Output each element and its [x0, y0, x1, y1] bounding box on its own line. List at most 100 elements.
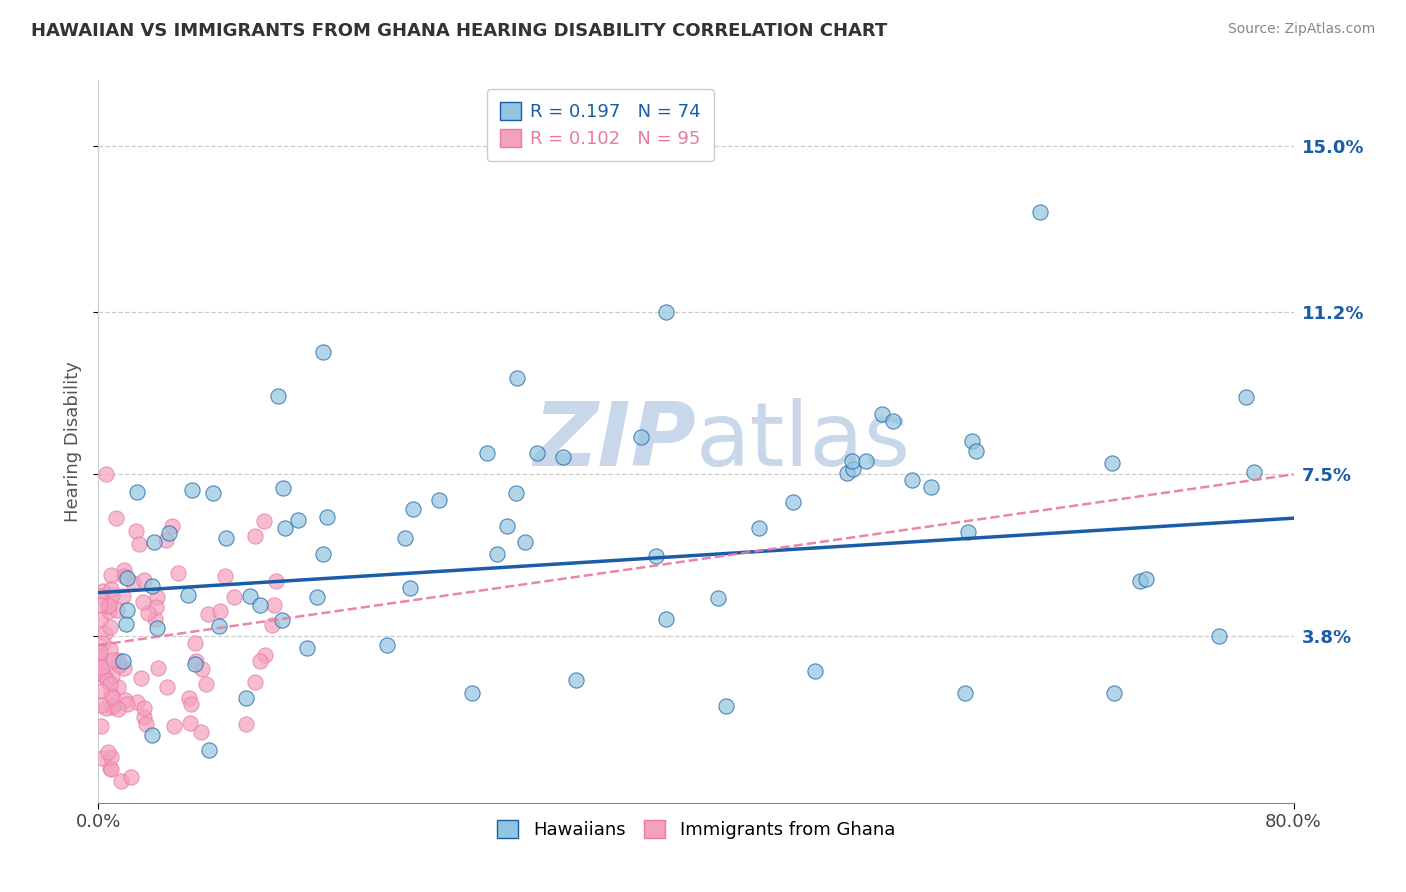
- Point: [156, 680, 179, 694]
- Point: [630, 430, 652, 444]
- Point: [249, 655, 271, 669]
- Point: [105, 511, 128, 525]
- Point: [311, 344, 333, 359]
- Point: [89, 598, 111, 612]
- Point: [94, 467, 117, 482]
- Point: [90, 683, 112, 698]
- Point: [714, 699, 737, 714]
- Point: [112, 589, 135, 603]
- Point: [748, 521, 770, 535]
- Point: [235, 691, 257, 706]
- Point: [262, 617, 284, 632]
- Point: [100, 688, 122, 702]
- Point: [136, 606, 159, 620]
- Point: [253, 514, 276, 528]
- Point: [461, 686, 484, 700]
- Point: [209, 604, 232, 618]
- Point: [114, 692, 136, 706]
- Point: [91, 751, 114, 765]
- Point: [141, 579, 163, 593]
- Point: [115, 617, 138, 632]
- Point: [167, 566, 190, 580]
- Point: [177, 690, 200, 705]
- Point: [263, 598, 285, 612]
- Point: [882, 413, 904, 427]
- Point: [98, 598, 121, 612]
- Point: [505, 486, 527, 500]
- Point: [112, 660, 135, 674]
- Point: [427, 492, 450, 507]
- Point: [264, 574, 287, 588]
- Point: [89, 719, 111, 733]
- Point: [128, 537, 150, 551]
- Legend: Hawaiians, Immigrants from Ghana: Hawaiians, Immigrants from Ghana: [488, 811, 904, 848]
- Point: [190, 725, 212, 739]
- Point: [98, 677, 121, 691]
- Point: [475, 445, 498, 459]
- Point: [108, 657, 131, 672]
- Point: [134, 701, 156, 715]
- Point: [120, 770, 142, 784]
- Point: [184, 657, 207, 672]
- Point: [201, 486, 224, 500]
- Point: [89, 612, 111, 626]
- Point: [235, 717, 257, 731]
- Point: [496, 519, 519, 533]
- Point: [267, 388, 290, 402]
- Point: [110, 773, 132, 788]
- Point: [274, 521, 297, 535]
- Point: [125, 524, 148, 539]
- Point: [271, 614, 294, 628]
- Point: [125, 695, 148, 709]
- Point: [295, 641, 318, 656]
- Point: [98, 620, 121, 634]
- Point: [89, 589, 111, 603]
- Point: [215, 531, 238, 545]
- Point: [375, 639, 398, 653]
- Point: [157, 525, 180, 540]
- Point: [115, 697, 138, 711]
- Point: [96, 673, 118, 688]
- Point: [141, 728, 163, 742]
- Point: [107, 655, 129, 669]
- Point: [315, 509, 337, 524]
- Point: [89, 645, 111, 659]
- Point: [486, 547, 509, 561]
- Point: [271, 481, 294, 495]
- Point: [842, 462, 865, 476]
- Point: [132, 595, 155, 609]
- Point: [101, 700, 124, 714]
- Point: [804, 665, 827, 679]
- Point: [105, 603, 128, 617]
- Point: [553, 450, 575, 464]
- Point: [146, 590, 169, 604]
- Point: [197, 607, 219, 621]
- Text: Source: ZipAtlas.com: Source: ZipAtlas.com: [1227, 22, 1375, 37]
- Point: [98, 642, 121, 657]
- Point: [91, 659, 114, 673]
- Text: HAWAIIAN VS IMMIGRANTS FROM GHANA HEARING DISABILITY CORRELATION CHART: HAWAIIAN VS IMMIGRANTS FROM GHANA HEARIN…: [31, 22, 887, 40]
- Point: [132, 574, 155, 588]
- Point: [707, 591, 730, 605]
- Point: [249, 598, 271, 612]
- Point: [198, 743, 221, 757]
- Point: [1129, 574, 1152, 588]
- Point: [97, 745, 120, 759]
- Point: [125, 484, 148, 499]
- Point: [1208, 629, 1230, 643]
- Point: [91, 635, 114, 649]
- Point: [132, 710, 155, 724]
- Point: [180, 698, 202, 712]
- Point: [644, 549, 666, 563]
- Point: [115, 570, 138, 584]
- Point: [97, 604, 120, 618]
- Point: [163, 719, 186, 733]
- Point: [90, 698, 112, 712]
- Point: [100, 762, 122, 776]
- Point: [1101, 456, 1123, 470]
- Point: [855, 454, 877, 468]
- Point: [870, 407, 893, 421]
- Point: [953, 686, 976, 700]
- Point: [1234, 390, 1257, 404]
- Point: [179, 716, 201, 731]
